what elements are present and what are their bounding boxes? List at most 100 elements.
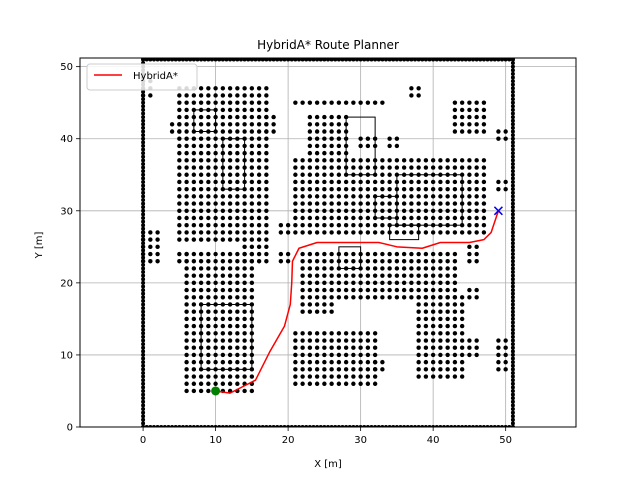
obstacle-point: [409, 165, 414, 170]
obstacle-point: [445, 374, 450, 379]
obstacle-point: [409, 86, 414, 91]
obstacle-point: [307, 381, 313, 386]
obstacle-point: [387, 143, 392, 149]
obstacle-point: [198, 388, 204, 394]
obstacle-point: [177, 237, 182, 242]
obstacle-point: [510, 226, 515, 231]
obstacle-point: [141, 266, 146, 271]
obstacle-point: [510, 183, 515, 188]
obstacle-point: [191, 266, 197, 271]
obstacle-point: [459, 359, 465, 365]
obstacle-point: [141, 396, 146, 401]
obstacle-point: [264, 244, 269, 250]
obstacle-point: [213, 93, 218, 98]
ticks: 0 10 20 30 40 50 0 10 20 30 40 50: [60, 62, 512, 446]
obstacle-point: [481, 208, 487, 213]
obstacle-outline: [338, 246, 362, 269]
obstacle-point: [343, 201, 349, 206]
obstacle-point: [423, 338, 429, 343]
obstacle-point: [434, 58, 439, 62]
obstacle-point: [474, 230, 479, 235]
obstacle-point: [256, 136, 262, 141]
obstacle-point: [347, 58, 352, 62]
obstacle-point: [343, 280, 349, 286]
obstacle-point: [510, 316, 515, 321]
obstacle-point: [445, 295, 450, 300]
obstacle-point: [227, 251, 233, 257]
obstacle-point: [180, 58, 185, 62]
obstacle-point: [198, 381, 204, 386]
obstacle-point: [256, 223, 262, 228]
obstacle-point: [401, 201, 407, 206]
obstacle-point: [394, 158, 400, 163]
obstacle-point: [510, 230, 515, 235]
obstacle-point: [141, 176, 146, 181]
obstacle-point: [510, 234, 515, 239]
obstacle-point: [141, 219, 146, 224]
obstacle-point: [401, 280, 407, 286]
obstacle-point: [191, 323, 197, 329]
obstacle-point: [191, 93, 197, 98]
obstacle-point: [235, 251, 240, 257]
obstacle-point: [198, 186, 204, 192]
obstacle-point: [481, 158, 487, 163]
obstacle-point: [343, 100, 349, 105]
obstacle-point: [300, 172, 305, 177]
obstacle-point: [264, 136, 269, 141]
obstacle-point: [423, 215, 429, 221]
obstacle-point: [445, 367, 450, 372]
obstacle-point: [264, 93, 269, 98]
obstacle-point: [416, 359, 421, 365]
obstacle-point: [213, 316, 218, 322]
obstacle-point: [467, 215, 472, 221]
obstacle-point: [358, 208, 363, 213]
obstacle-point: [456, 58, 461, 62]
obstacle-point: [141, 399, 146, 404]
obstacle-point: [169, 129, 175, 134]
obstacle-point: [510, 93, 515, 98]
obstacle-point: [340, 58, 345, 62]
obstacle-point: [445, 352, 450, 358]
obstacle-point: [358, 143, 363, 149]
obstacle-point: [351, 381, 356, 386]
obstacle-point: [481, 215, 487, 221]
obstacle-point: [387, 172, 392, 177]
obstacle-point: [481, 179, 487, 185]
obstacle-point: [474, 295, 479, 300]
obstacle-point: [235, 381, 240, 386]
obstacle-point: [510, 194, 515, 199]
obstacle-point: [264, 259, 269, 264]
obstacle-point: [249, 107, 255, 113]
obstacle-point: [307, 367, 313, 372]
obstacle-point: [242, 208, 247, 213]
obstacle-point: [445, 215, 450, 221]
obstacle-point: [343, 215, 349, 221]
obstacle-point: [467, 186, 472, 192]
obstacle-point: [510, 107, 515, 112]
obstacle-point: [191, 331, 197, 336]
obstacle-point: [372, 287, 378, 293]
obstacle-point: [314, 100, 320, 105]
y-tick-label: 10: [60, 350, 73, 361]
obstacle-point: [474, 244, 479, 250]
obstacle-point: [438, 302, 443, 307]
obstacle-point: [452, 287, 458, 293]
obstacle-point: [198, 86, 204, 91]
obstacle-point: [510, 327, 515, 332]
obstacle-point: [351, 280, 356, 286]
obstacle-point: [314, 122, 320, 127]
obstacle-point: [336, 215, 342, 221]
obstacle-point: [177, 58, 182, 62]
obstacle-point: [256, 194, 262, 199]
obstacle-point: [198, 295, 204, 300]
obstacle-point: [372, 100, 378, 105]
obstacle-point: [235, 331, 240, 336]
obstacle-point: [184, 230, 189, 235]
obstacle-point: [430, 359, 436, 365]
obstacle-point: [481, 114, 487, 120]
obstacle-point: [423, 194, 429, 199]
obstacle-point: [253, 58, 258, 62]
obstacle-point: [459, 309, 465, 314]
obstacle-point: [510, 266, 515, 271]
obstacle-point: [503, 186, 508, 192]
